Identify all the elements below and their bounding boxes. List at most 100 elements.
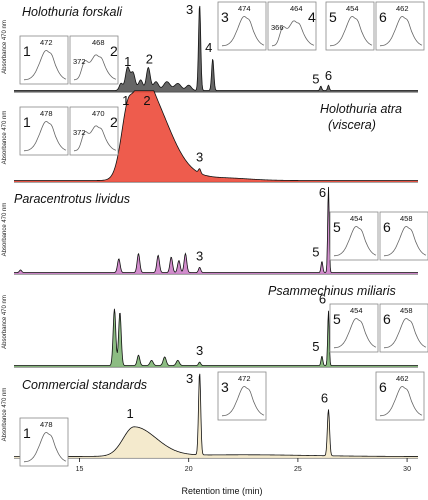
spectrum-inset-3: 3 472 [217,371,267,421]
inset-peak-number: 1 [23,43,31,59]
inset-lambda-secondary: 372 [73,57,86,66]
inset-frame [267,1,317,51]
spectrum-curve [271,20,315,47]
inset-frame [329,303,379,353]
peak-label-5: 5 [312,339,319,354]
inset-peak-number: 6 [379,379,387,395]
panel-2: Absorbance 470 nm Holothuria atra (viscera… [2,90,418,183]
inset-frame [379,211,428,261]
trace-line [14,373,418,457]
panel-4: Absorbance 470 nm Psammechinus miliaris 3 5… [2,284,428,368]
inset-lambda-max: 458 [400,214,413,223]
inset-lambda-max: 470 [92,109,105,118]
x-axis-label: Retention time (min) [181,486,262,496]
peak-label-1: 1 [122,93,129,108]
panel-3: Absorbance 470 nm Paracentrotus lividus 3 5… [2,185,428,275]
spectrum-inset-4: 4 366 464 [267,1,317,51]
spectrum-curve [333,317,377,349]
spectrum-curve [383,225,427,257]
inset-frame [329,211,379,261]
inset-peak-number: 4 [308,9,316,25]
peak-label-1: 1 [124,54,131,69]
spectrum-curve [221,15,265,47]
species-label: Commercial standards [22,378,147,392]
inset-peak-number: 1 [23,114,31,130]
spectrum-inset-6: 6 458 [379,303,428,353]
peak-label-3: 3 [196,248,203,263]
species-label: Psammechinus miliaris [268,284,396,298]
spectrum-inset-3: 3 474 [217,1,267,51]
spectrum-curve [221,385,265,417]
y-axis-label: Absorbance 470 nm [2,20,8,74]
species-label-sub: (viscera) [328,118,376,132]
inset-lambda-max: 458 [400,306,413,315]
inset-frame [325,1,375,51]
inset-lambda-max: 462 [396,374,409,383]
inset-frame [375,1,425,51]
spectrum-curve [73,125,117,152]
inset-lambda-secondary: 366 [271,23,284,32]
inset-frame [69,35,119,85]
peak-label-5: 5 [312,71,319,86]
inset-lambda-max: 464 [290,4,303,13]
inset-peak-number: 5 [329,9,337,25]
spectrum-curve [379,385,423,417]
spectrum-inset-1: 1 472 [19,35,69,85]
inset-lambda-max: 472 [238,374,251,383]
spectrum-inset-2: 2 372 468 [69,35,119,85]
spectrum-curve [23,49,67,81]
peak-label-3: 3 [196,343,203,358]
inset-lambda-max: 478 [40,109,53,118]
species-label: Paracentrotus lividus [14,192,130,206]
trace-line [14,308,418,366]
inset-frame [217,1,267,51]
inset-peak-number: 6 [383,311,391,327]
peak-label-3: 3 [186,2,193,17]
trace-line [14,186,418,273]
species-label: Holothuria atra [320,102,402,116]
y-axis-label: Absorbance 470 nm [2,388,8,442]
x-tick-label: 30 [403,466,411,473]
x-axis: 15 20 25 30 Retention time (min) [76,458,411,496]
peak-label-6: 6 [319,185,326,200]
peak-label-3: 3 [196,150,203,165]
inset-frame [19,417,69,467]
inset-peak-number: 5 [333,311,341,327]
inset-frame [217,371,267,421]
inset-peak-number: 1 [23,425,31,441]
spectrum-inset-6: 6 458 [379,211,428,261]
spectrum-inset-6: 6 462 [375,371,425,421]
spectrum-curve [333,225,377,257]
inset-lambda-max: 462 [396,4,409,13]
spectrum-inset-6: 6 462 [375,1,425,51]
spectrum-curve [23,120,67,152]
x-tick-label: 20 [185,466,193,473]
y-axis-label: Absorbance 470 nm [2,203,8,257]
spectrum-curve [329,15,373,47]
x-tick-label: 25 [294,466,302,473]
inset-frame [19,106,69,156]
spectrum-inset-2: 2 372 470 [69,106,119,156]
inset-lambda-max: 472 [40,38,53,47]
inset-lambda-max: 454 [350,214,363,223]
inset-frame [375,371,425,421]
y-axis-label: Absorbance 470 nm [2,295,8,349]
y-axis-label: Absorbance 470 nm [2,111,8,165]
inset-lambda-max: 474 [238,4,251,13]
inset-frame [19,35,69,85]
spectrum-inset-1: 1 478 [19,417,69,467]
inset-lambda-secondary: 372 [73,128,86,137]
inset-peak-number: 3 [221,9,229,25]
peak-label-3: 3 [186,371,193,386]
peak-label-2: 2 [143,93,150,108]
peak-label-6: 6 [321,390,328,405]
spectrum-curve [73,54,117,81]
x-tick-label: 15 [76,466,84,473]
spectrum-curve [23,431,67,463]
inset-lambda-max: 468 [92,38,105,47]
spectrum-inset-1: 1 478 [19,106,69,156]
peak-label-4: 4 [205,40,212,55]
inset-frame [379,303,428,353]
